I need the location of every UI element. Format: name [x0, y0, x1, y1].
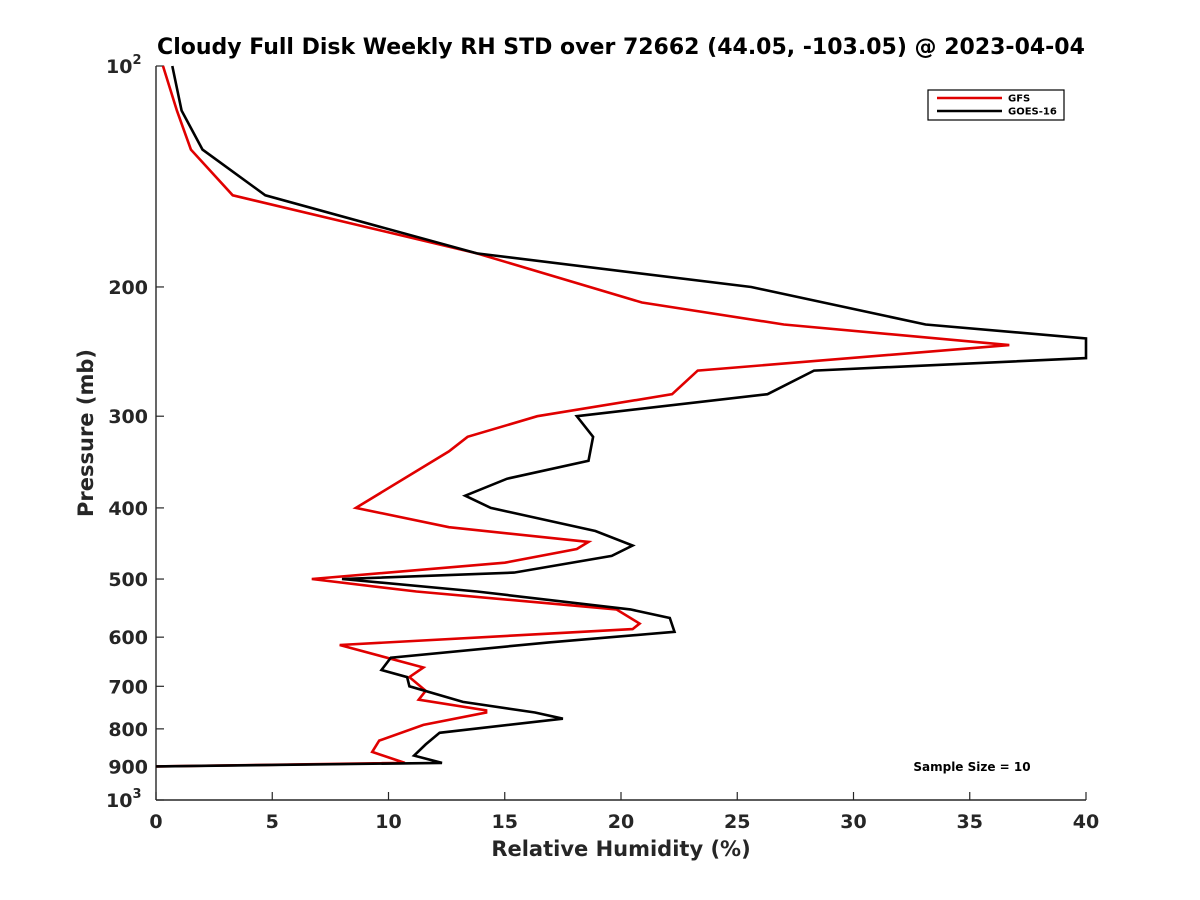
y-tick-label: 700: [108, 676, 148, 698]
x-tick-label: 40: [1073, 811, 1099, 833]
legend: GFS GOES-16: [927, 89, 1065, 121]
x-tick-label: 30: [840, 811, 866, 833]
sample-size-annotation: Sample Size = 10: [913, 760, 1030, 774]
x-tick-label: 5: [266, 811, 279, 833]
axis-ticks: 0 5 10 15 20 25 30 35 40 102 200 300 400 500 600 700 800…: [106, 53, 1099, 833]
y-tick-label: 600: [108, 627, 148, 649]
x-tick-label: 20: [608, 811, 634, 833]
series-line-gfs: [155, 65, 1010, 768]
y-tick-label: 102: [106, 53, 142, 78]
x-tick-label: 0: [149, 811, 162, 833]
legend-label: GOES-16: [1008, 107, 1057, 118]
y-tick-label: 200: [108, 277, 148, 299]
chart-title: Cloudy Full Disk Weekly RH STD over 7266…: [157, 35, 1085, 60]
data-series: [155, 65, 1088, 768]
y-tick-label: 300: [108, 406, 148, 428]
legend-box: [927, 89, 1065, 121]
y-tick-label: 900: [108, 756, 148, 778]
y-axis-label: Pressure (mb): [74, 349, 98, 517]
y-tick-label: 400: [108, 498, 148, 520]
y-tick-label: 103: [106, 787, 142, 812]
x-axis-label: Relative Humidity (%): [491, 837, 750, 861]
x-tick-label: 25: [724, 811, 750, 833]
y-tick-label: 500: [108, 569, 148, 591]
x-tick-label: 10: [375, 811, 401, 833]
legend-label: GFS: [1008, 94, 1030, 105]
series-line-goes-16: [155, 65, 1088, 768]
y-tick-label: 800: [108, 719, 148, 741]
x-tick-label: 35: [957, 811, 983, 833]
x-tick-label: 15: [492, 811, 518, 833]
